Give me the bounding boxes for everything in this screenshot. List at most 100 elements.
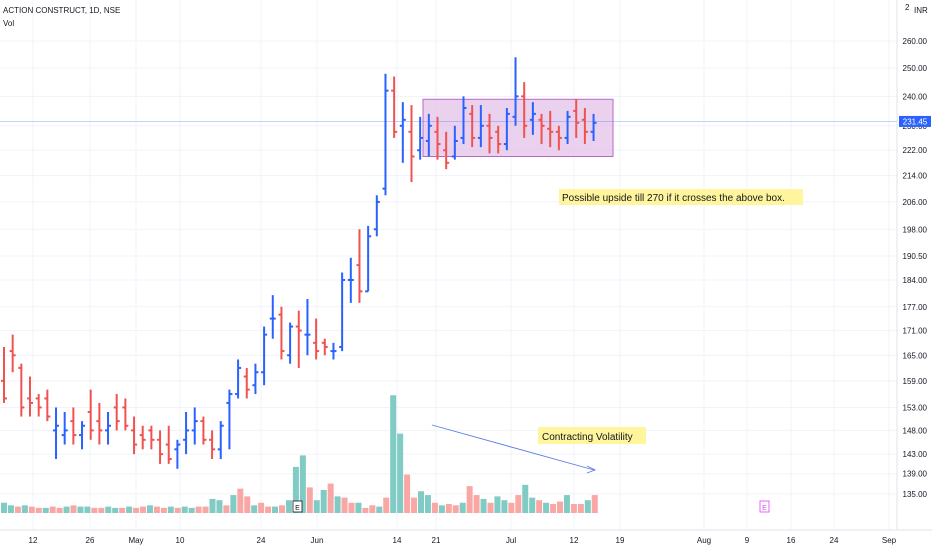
volume-bar — [14, 506, 21, 513]
volume-bar — [49, 506, 56, 513]
ohlc-bar — [200, 416, 207, 445]
ohlc-bar — [365, 225, 372, 293]
volume-bar — [383, 497, 390, 513]
x-tick-label: Aug — [697, 536, 711, 545]
upside-note-text: Possible upside till 270 if it crosses t… — [562, 193, 785, 204]
volume-bar — [591, 495, 598, 513]
ohlc-bar — [313, 318, 320, 360]
volume-bar — [21, 505, 28, 513]
ohlc-bar — [443, 131, 450, 170]
volume-bar — [313, 500, 320, 513]
volume-bar — [452, 505, 459, 513]
volume-bar — [334, 496, 341, 513]
price-axis-ticks: 135.00 139.00 143.00 148.00 153.00 159.00 165.… — [903, 37, 928, 499]
ohlc-bar — [18, 363, 25, 417]
volume-bar — [397, 433, 404, 513]
ohlc-bar — [217, 421, 224, 459]
y-tick-label: 153.00 — [903, 403, 928, 412]
ohlc-bar — [165, 425, 172, 464]
ohlc-bar — [547, 110, 554, 148]
volume-bar — [362, 507, 369, 513]
volume-bar — [28, 506, 35, 513]
volume-bar — [431, 502, 438, 513]
volume-bar — [445, 504, 452, 513]
ohlc-bar — [87, 389, 94, 440]
volume-bar — [536, 500, 543, 513]
ohlc-bar — [581, 107, 588, 145]
ohlc-bar — [122, 398, 129, 431]
ohlc-bar — [347, 257, 354, 303]
volume-bar — [126, 506, 133, 513]
y-tick-label: 206.00 — [903, 198, 928, 207]
volume-bar — [1, 502, 7, 513]
x-tick-label: Sep — [882, 536, 897, 545]
x-tick-label: 12 — [570, 536, 579, 545]
volume-bar — [216, 500, 223, 513]
ohlc-bar — [261, 326, 268, 386]
volume-bar — [424, 495, 431, 513]
volatility-note: Contracting Volatility — [538, 427, 646, 444]
volume-bar — [459, 502, 466, 513]
ohlc-bar — [295, 310, 302, 368]
currency-label: INR — [914, 6, 928, 15]
ohlc-bar — [131, 416, 138, 455]
ohlc-bar — [417, 116, 424, 160]
volume-bar — [550, 504, 557, 513]
ohlc-bar — [209, 430, 216, 459]
volatility-note-text: Contracting Volatility — [542, 432, 633, 443]
volume-bar — [299, 455, 306, 513]
volume-bar — [105, 506, 112, 513]
volume-bar — [195, 506, 202, 513]
volume-bar — [181, 506, 188, 513]
volume-bar — [119, 507, 126, 513]
earnings-marker-upcoming[interactable]: E — [759, 500, 770, 513]
ohlc-bar — [356, 229, 363, 303]
svg-text:E: E — [295, 505, 300, 512]
ohlc-bar — [434, 116, 441, 160]
volume-bar — [279, 505, 285, 513]
volume-bar — [438, 505, 445, 513]
ohlc-bar — [512, 57, 519, 126]
ohlc-bar — [425, 113, 432, 157]
y-tick-label: 184.00 — [903, 276, 928, 285]
ohlc-bar — [503, 107, 510, 151]
ohlc-bar — [243, 367, 250, 399]
ohlc-bar — [9, 334, 16, 373]
volume-bars — [1, 395, 598, 513]
volume-bar — [91, 507, 98, 513]
ohlc-bar — [330, 342, 337, 360]
x-tick-label: 21 — [432, 536, 441, 545]
ohlc-bar — [495, 125, 502, 154]
ohlc-bar — [486, 113, 493, 154]
y-tick-label: 250.00 — [903, 64, 928, 73]
x-tick-label: Jun — [311, 536, 324, 545]
ohlc-bar — [96, 402, 103, 445]
volume-bar — [98, 507, 105, 513]
ohlc-bar — [148, 425, 155, 450]
volume-bar — [7, 505, 14, 513]
volume-bar — [570, 504, 577, 513]
earnings-marker[interactable]: E — [292, 500, 303, 513]
ohlc-bar — [113, 394, 120, 431]
y-tick-label: 190.50 — [903, 252, 928, 261]
volume-bar — [501, 500, 508, 513]
time-axis-ticks: 12 26 May 10 24 Jun 14 21 Jul 12 19 Aug 9 16 24 Sep — [29, 536, 897, 545]
grid-lines — [0, 0, 897, 530]
volume-bar — [418, 491, 424, 513]
volume-bar — [292, 466, 299, 513]
ohlc-bar — [79, 421, 86, 450]
volume-indicator-label: Vol — [3, 19, 14, 28]
ohlc-bar — [321, 338, 328, 356]
volume-bar — [272, 506, 279, 513]
y-tick-label: 260.00 — [903, 37, 928, 46]
x-tick-label: 14 — [393, 536, 402, 545]
y-tick-label: 171.00 — [903, 327, 928, 336]
ohlc-bar — [408, 105, 415, 183]
volume-bar — [70, 505, 77, 513]
x-tick-label: 12 — [29, 536, 38, 545]
volume-bar — [529, 497, 536, 513]
volume-bar — [348, 502, 355, 513]
volume-bar — [411, 497, 418, 513]
ohlc-bar — [304, 299, 311, 356]
